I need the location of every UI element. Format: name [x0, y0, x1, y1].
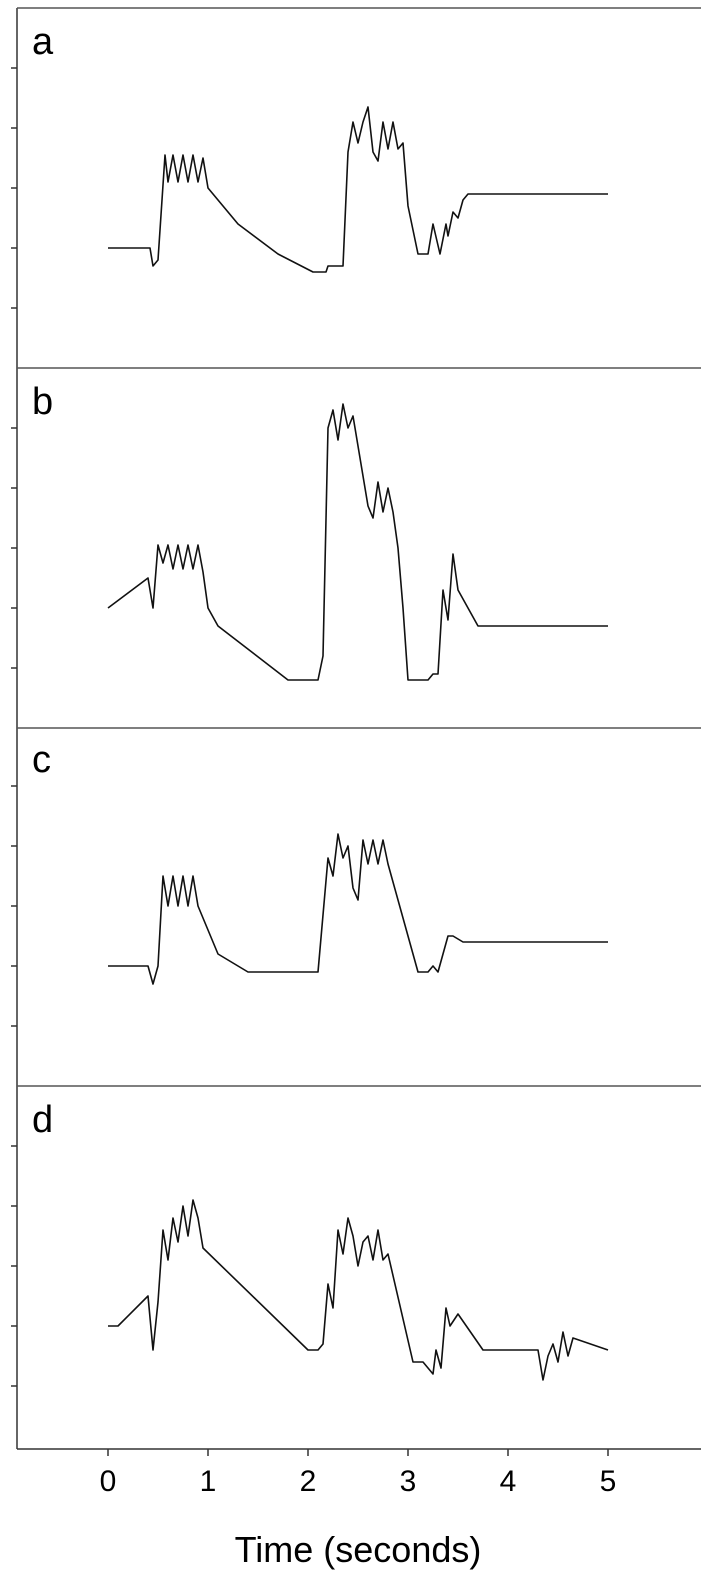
series-line-a	[108, 106, 608, 273]
x-tick-label: 1	[200, 1465, 217, 1498]
series-line-c	[108, 833, 608, 985]
panel-b: b	[11, 381, 701, 729]
x-tick-label: 2	[300, 1465, 317, 1498]
x-axis-title: Time (seconds)	[235, 1529, 482, 1570]
series-line-b	[107, 403, 608, 681]
x-axis: 0 1 2 3 4 5	[17, 1448, 701, 1498]
panel-a: a	[11, 21, 701, 369]
panel-d: d	[11, 1099, 609, 1387]
panel-label-b: b	[32, 381, 53, 423]
x-tick-label: 4	[500, 1465, 517, 1498]
panels-layer: a b c d	[11, 7, 701, 1449]
x-tick-label: 3	[400, 1465, 417, 1498]
x-tick-label: 5	[600, 1465, 617, 1498]
panel-label-d: d	[32, 1099, 53, 1141]
panel-c: c	[11, 739, 701, 1087]
panel-label-a: a	[32, 21, 54, 63]
panel-label-c: c	[32, 739, 51, 781]
x-tick-label: 0	[100, 1465, 117, 1498]
series-line-d	[108, 1199, 609, 1381]
